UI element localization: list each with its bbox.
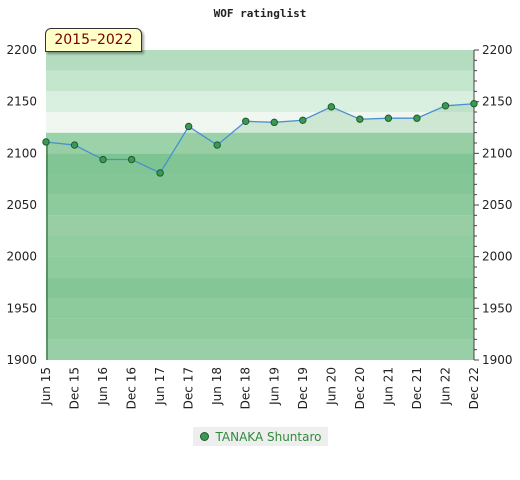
x-tick-label: Jun 22	[438, 367, 452, 406]
data-point	[213, 141, 221, 149]
data-point	[327, 103, 336, 111]
rating-line	[45, 103, 475, 174]
x-tick-label: Dec 18	[239, 367, 253, 409]
data-point	[270, 118, 278, 127]
y-tick-label-right: 2050	[482, 198, 513, 212]
x-tick-label: Jun 19	[267, 367, 281, 406]
band	[46, 50, 474, 71]
x-tick-label: Dec 19	[296, 367, 310, 409]
data-point	[356, 115, 364, 123]
legend-series-name: TANAKA Shuntaro	[215, 429, 322, 444]
y-tick-label-left: 2050	[6, 198, 37, 212]
band	[46, 339, 474, 360]
x-tick-label: Jun 18	[210, 367, 224, 406]
rating-area	[46, 103, 474, 360]
chart-title: WOF ratinglist	[214, 7, 307, 20]
x-tick-label: Jun 21	[381, 367, 395, 406]
y-tick-label-left: 2150	[6, 95, 37, 109]
y-tick-label-right: 2150	[482, 95, 513, 109]
series-line	[45, 103, 475, 174]
rating-points	[42, 100, 478, 177]
y-tick-label-right: 1900	[482, 353, 513, 367]
x-tick-label: Jun 15	[39, 367, 53, 406]
band	[46, 298, 474, 319]
background-bands	[46, 50, 474, 360]
period-label: 2015–2022	[45, 28, 142, 52]
band	[46, 70, 474, 92]
data-point	[156, 169, 164, 177]
y-axis-left-labels: 1900 1950 2000 2050 2100 2150 2200	[6, 43, 37, 367]
band	[46, 174, 474, 195]
data-point	[70, 141, 79, 149]
x-tick-label: Jun 20	[324, 367, 338, 406]
x-tick-label: Dec 20	[353, 367, 367, 409]
band	[46, 215, 474, 236]
band	[46, 236, 474, 257]
band	[46, 91, 474, 112]
y-tick-label-right: 2200	[482, 43, 513, 57]
data-point	[384, 114, 393, 122]
band	[46, 277, 474, 298]
x-tick-label: Jun 17	[153, 367, 167, 406]
y-axis-right-labels: 1900 1950 2000 2050 2100 2150 2200	[482, 43, 513, 367]
data-point	[299, 116, 307, 124]
data-point	[242, 117, 250, 126]
band	[46, 318, 474, 340]
data-point	[99, 155, 107, 164]
data-point	[127, 155, 136, 164]
data-point	[441, 102, 450, 110]
legend-marker-icon	[199, 432, 209, 441]
band	[46, 132, 474, 154]
y-tick-label-left: 1950	[6, 301, 37, 315]
x-tick-label: Dec 16	[125, 367, 139, 409]
y-tick-label-left: 2200	[6, 43, 37, 57]
band	[46, 194, 474, 216]
legend: TANAKA Shuntaro	[193, 427, 328, 446]
data-point	[184, 122, 193, 131]
x-tick-label: Dec 21	[410, 367, 424, 409]
x-tick-label: Dec 22	[467, 367, 481, 409]
band	[46, 153, 474, 174]
x-axis-labels: Jun 15 Dec 15 Jun 16 Dec 16 Jun 17 Dec 17 Jun …	[39, 367, 481, 409]
y-tick-label-right: 2100	[482, 146, 513, 160]
y-tick-label-left: 1900	[6, 353, 37, 367]
y-tick-label-left: 2000	[6, 250, 37, 264]
y-tick-label-right: 2000	[482, 250, 513, 264]
x-tick-label: Dec 17	[182, 367, 196, 409]
x-tick-label: Jun 16	[96, 367, 110, 406]
y-tick-label-right: 1950	[482, 301, 513, 315]
x-tick-label: Dec 15	[68, 367, 82, 409]
data-point	[42, 138, 50, 146]
band	[46, 256, 474, 278]
y-tick-label-left: 2100	[6, 146, 37, 160]
data-point	[413, 114, 421, 122]
area-fill	[46, 103, 474, 360]
data-point	[470, 100, 478, 108]
